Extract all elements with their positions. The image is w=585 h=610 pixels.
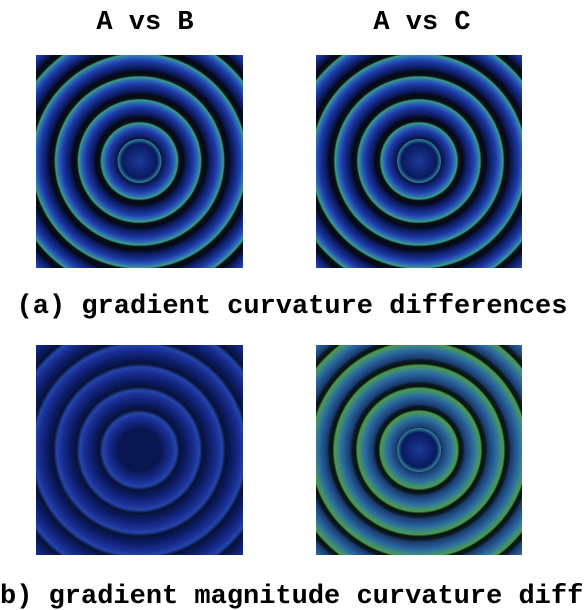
image [36, 55, 243, 268]
image [316, 345, 522, 555]
caption: b) gradient magnitude curvature diff [0, 582, 583, 610]
image [36, 345, 243, 555]
caption: (a) gradient curvature differences [17, 292, 568, 322]
column-header: A vs C [373, 8, 470, 38]
column-header: A vs B [96, 8, 193, 38]
image [316, 55, 522, 268]
